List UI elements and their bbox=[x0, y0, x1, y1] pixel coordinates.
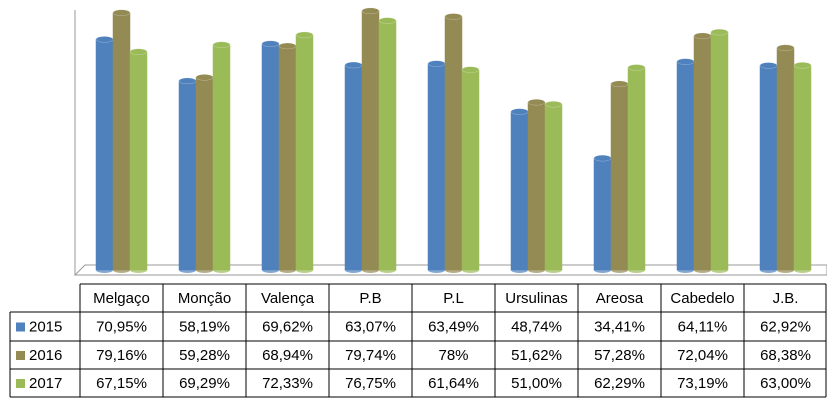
bar-cap bbox=[112, 9, 131, 16]
bar bbox=[344, 64, 363, 271]
table-value: 68,38% bbox=[760, 347, 811, 364]
bar-cap bbox=[129, 48, 148, 56]
bar-cap bbox=[461, 66, 480, 73]
bar-cap bbox=[195, 74, 214, 81]
table-value: 51,62% bbox=[511, 347, 562, 364]
bar bbox=[693, 35, 712, 271]
bar-cap bbox=[776, 44, 795, 52]
bar-cap bbox=[378, 17, 397, 24]
bar-cap bbox=[344, 61, 363, 69]
x-tick-label: P.L bbox=[443, 290, 464, 307]
table-value: 73,19% bbox=[677, 375, 728, 392]
bar-cap bbox=[510, 108, 529, 115]
legend-swatch bbox=[16, 322, 25, 332]
bar bbox=[378, 20, 397, 271]
bar bbox=[676, 61, 695, 271]
table-value: 62,29% bbox=[594, 375, 645, 392]
legend-label: 2017 bbox=[29, 375, 62, 392]
table-value: 72,04% bbox=[677, 347, 728, 364]
table-value: 48,74% bbox=[511, 318, 562, 335]
x-tick-label: P.B bbox=[359, 290, 381, 307]
bar bbox=[527, 101, 546, 271]
bar-cap bbox=[95, 36, 114, 43]
bar bbox=[427, 63, 446, 271]
x-tick-label: Areosa bbox=[596, 290, 644, 307]
bar bbox=[212, 44, 231, 271]
table-value: 76,75% bbox=[345, 375, 396, 392]
bar-cap bbox=[212, 41, 231, 49]
bar-cap bbox=[676, 58, 695, 65]
bar-cap bbox=[759, 62, 778, 69]
table-value: 64,11% bbox=[678, 318, 728, 335]
bar-cap bbox=[361, 7, 380, 15]
table-value: 79,16% bbox=[96, 347, 147, 364]
bar-cap bbox=[627, 64, 646, 71]
bar-cap bbox=[593, 154, 612, 162]
x-tick-label: J.B. bbox=[773, 290, 799, 307]
legend-label: 2016 bbox=[29, 347, 62, 364]
bar bbox=[444, 16, 463, 271]
x-tick-label: Valença bbox=[261, 290, 315, 307]
table-value: 62,92% bbox=[760, 318, 811, 335]
bar bbox=[627, 67, 646, 271]
table-value: 72,33% bbox=[262, 375, 313, 392]
bar bbox=[295, 34, 314, 271]
bar-cap bbox=[710, 28, 729, 36]
x-tick-label: Cabedelo bbox=[670, 290, 734, 307]
table-value: 51,00% bbox=[511, 375, 562, 392]
table-value: 63,07% bbox=[345, 318, 396, 335]
table-value: 69,62% bbox=[262, 318, 313, 335]
bar bbox=[510, 111, 529, 271]
bar bbox=[361, 10, 380, 271]
bar-cap bbox=[793, 62, 812, 69]
table-value: 69,29% bbox=[179, 375, 230, 392]
bar bbox=[776, 47, 795, 271]
bar bbox=[112, 12, 131, 271]
table-value: 58,19% bbox=[179, 318, 230, 335]
table-value: 63,00% bbox=[760, 375, 811, 392]
bar bbox=[793, 65, 812, 271]
bar-cap bbox=[178, 77, 197, 85]
table-value: 59,28% bbox=[179, 347, 230, 364]
bar bbox=[544, 104, 563, 271]
bar-cap bbox=[610, 80, 629, 88]
table-value: 79,74% bbox=[345, 347, 396, 364]
table-value: 34,41% bbox=[594, 318, 645, 335]
bar bbox=[95, 39, 114, 271]
table-value: 63,49% bbox=[428, 318, 479, 335]
table-value: 61,64% bbox=[428, 375, 479, 392]
bar-cap bbox=[544, 101, 563, 108]
bar bbox=[261, 43, 280, 271]
table-value: 57,28% bbox=[594, 347, 645, 364]
table-value: 78% bbox=[438, 347, 468, 364]
table-value: 68,94% bbox=[262, 347, 313, 364]
legend-label: 2015 bbox=[29, 318, 62, 335]
bar bbox=[278, 45, 297, 271]
bar bbox=[759, 65, 778, 271]
x-tick-label: Ursulinas bbox=[505, 290, 568, 307]
bar bbox=[195, 77, 214, 271]
x-tick-label: Monção bbox=[178, 290, 231, 307]
bar bbox=[129, 51, 148, 271]
bar-cap bbox=[261, 40, 280, 47]
bar-cap bbox=[693, 32, 712, 40]
table-value: 67,15% bbox=[96, 375, 147, 392]
bar bbox=[461, 69, 480, 271]
bar-cap bbox=[444, 13, 463, 20]
bar bbox=[610, 83, 629, 271]
bar-cap bbox=[427, 60, 446, 67]
legend-swatch bbox=[16, 351, 25, 360]
bar bbox=[710, 31, 729, 271]
bar-cap bbox=[527, 98, 546, 106]
table-value: 70,95% bbox=[96, 318, 147, 335]
x-tick-label: Melgaço bbox=[93, 290, 150, 307]
bar-cap bbox=[295, 31, 314, 39]
bar-cap bbox=[278, 42, 297, 50]
legend-swatch bbox=[16, 379, 25, 388]
bar bbox=[178, 80, 197, 271]
bar bbox=[593, 157, 612, 271]
